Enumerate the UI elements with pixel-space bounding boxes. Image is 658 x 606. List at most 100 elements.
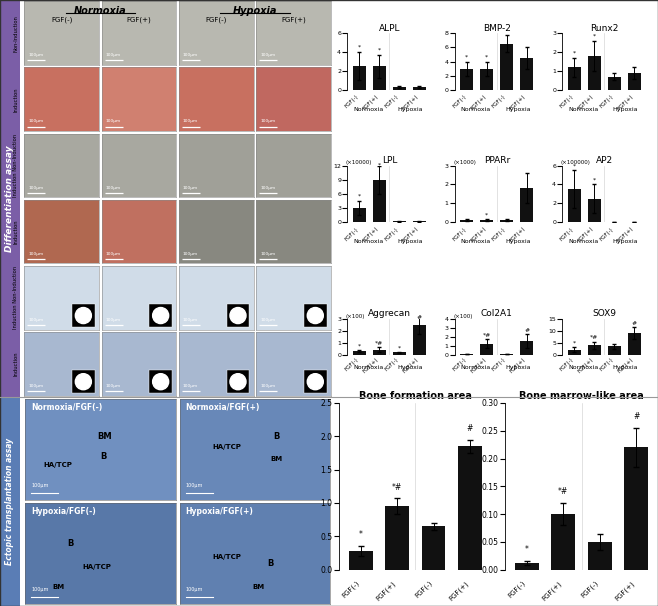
Bar xyxy=(480,221,494,222)
Text: FGF(+): FGF(+) xyxy=(375,579,397,602)
Text: FGF(-): FGF(-) xyxy=(507,579,527,599)
Title: LPL: LPL xyxy=(382,156,397,165)
Text: Hypoxia: Hypoxia xyxy=(397,365,423,370)
Text: FGF(-): FGF(-) xyxy=(384,94,399,109)
Text: FGF(+): FGF(+) xyxy=(617,357,634,375)
Text: Induction: Induction xyxy=(13,219,18,244)
Bar xyxy=(373,180,386,222)
Text: FGF(-): FGF(-) xyxy=(451,226,467,242)
Bar xyxy=(628,333,641,355)
Text: 100μm: 100μm xyxy=(31,482,49,488)
Text: FGF(+): FGF(+) xyxy=(577,94,594,111)
Title: Bone marrow-like area: Bone marrow-like area xyxy=(519,391,644,401)
Bar xyxy=(500,221,513,222)
Bar xyxy=(353,66,366,90)
Text: FGF(-): FGF(-) xyxy=(451,357,467,372)
Text: 100μm: 100μm xyxy=(28,251,43,256)
Text: #: # xyxy=(524,328,529,333)
Text: 100μm: 100μm xyxy=(28,185,43,190)
Text: Normoxia: Normoxia xyxy=(569,107,598,112)
Text: 100μm: 100μm xyxy=(183,185,198,190)
Text: 100μm: 100μm xyxy=(28,53,43,58)
Text: Induction Non-Induction: Induction Non-Induction xyxy=(13,266,18,329)
Text: 100μm: 100μm xyxy=(105,119,120,124)
Text: FGF(+): FGF(+) xyxy=(402,226,419,244)
Bar xyxy=(551,514,575,570)
Text: (×100000): (×100000) xyxy=(561,160,591,165)
Text: Normoxia/FGF(+): Normoxia/FGF(+) xyxy=(186,403,260,412)
Text: *: * xyxy=(485,212,488,217)
Text: Induction: Induction xyxy=(13,87,18,112)
Text: FGF(+): FGF(+) xyxy=(362,357,380,375)
Text: FGF(+): FGF(+) xyxy=(577,226,594,244)
Text: Normoxia: Normoxia xyxy=(569,365,598,370)
Bar xyxy=(393,352,406,355)
Text: HA/TCP: HA/TCP xyxy=(213,444,241,450)
Text: Induction Non-Induction: Induction Non-Induction xyxy=(13,134,18,197)
Text: FGF(+): FGF(+) xyxy=(281,17,306,24)
Text: FGF(+): FGF(+) xyxy=(402,357,419,375)
Text: *: * xyxy=(525,545,529,554)
Text: BM: BM xyxy=(270,456,282,462)
Text: 100μm: 100μm xyxy=(260,53,275,58)
Text: *: * xyxy=(358,194,361,199)
Text: FGF(-): FGF(-) xyxy=(384,357,399,372)
Text: FGF(+): FGF(+) xyxy=(362,226,380,244)
Text: FGF(+): FGF(+) xyxy=(470,226,487,244)
Bar xyxy=(373,66,386,90)
Text: *#: *# xyxy=(590,335,599,340)
Bar xyxy=(588,542,611,570)
Bar xyxy=(413,87,426,90)
Text: *#: *# xyxy=(558,487,569,496)
Text: HA/TCP: HA/TCP xyxy=(82,564,111,570)
Bar xyxy=(413,221,426,222)
Bar xyxy=(568,189,581,222)
Text: FGF(+): FGF(+) xyxy=(448,579,470,602)
Bar xyxy=(588,345,601,355)
Text: FGF(+): FGF(+) xyxy=(126,17,151,24)
Text: FGF(-): FGF(-) xyxy=(559,357,574,372)
Text: Normoxia: Normoxia xyxy=(461,365,491,370)
Text: 100μm: 100μm xyxy=(183,251,198,256)
Text: B: B xyxy=(67,539,74,548)
Text: Hypoxia: Hypoxia xyxy=(613,107,638,112)
Text: BM: BM xyxy=(252,584,264,590)
Bar xyxy=(608,346,620,355)
Bar xyxy=(588,199,601,222)
Text: *: * xyxy=(378,48,381,53)
Text: Normoxia: Normoxia xyxy=(353,365,384,370)
Text: FGF(-): FGF(-) xyxy=(559,94,574,109)
Title: ALPL: ALPL xyxy=(378,24,400,33)
Bar xyxy=(386,507,409,570)
Text: HA/TCP: HA/TCP xyxy=(213,554,241,560)
Text: FGF(-): FGF(-) xyxy=(344,357,359,372)
Text: (×100): (×100) xyxy=(345,314,365,319)
Bar xyxy=(349,551,372,570)
Bar xyxy=(461,68,473,90)
Text: Hypoxia: Hypoxia xyxy=(397,239,423,244)
Text: *: * xyxy=(397,345,401,350)
Text: FGF(-): FGF(-) xyxy=(206,17,227,24)
Text: Hypoxia/FGF(-): Hypoxia/FGF(-) xyxy=(31,507,96,516)
Title: BMP-2: BMP-2 xyxy=(483,24,511,33)
Text: Hypoxia: Hypoxia xyxy=(505,107,530,112)
Bar xyxy=(353,351,366,355)
Text: B: B xyxy=(273,432,280,441)
Text: 100μm: 100μm xyxy=(260,318,275,322)
Text: FGF(-): FGF(-) xyxy=(414,579,434,599)
Title: AP2: AP2 xyxy=(595,156,613,165)
Text: Hypoxia: Hypoxia xyxy=(233,6,277,16)
Text: FGF(-): FGF(-) xyxy=(492,94,507,109)
Text: (×10000): (×10000) xyxy=(345,160,372,165)
Text: BM: BM xyxy=(97,432,112,441)
Bar xyxy=(393,87,406,90)
Bar xyxy=(624,447,648,570)
Text: (×100): (×100) xyxy=(453,314,472,319)
Text: 100μm: 100μm xyxy=(31,587,49,592)
Text: #: # xyxy=(632,321,637,326)
Text: Normoxia: Normoxia xyxy=(461,107,491,112)
Text: 100μm: 100μm xyxy=(186,587,203,592)
Text: (×1000): (×1000) xyxy=(453,160,476,165)
Text: FGF(-): FGF(-) xyxy=(599,94,614,109)
Text: Hypoxia: Hypoxia xyxy=(613,365,638,370)
